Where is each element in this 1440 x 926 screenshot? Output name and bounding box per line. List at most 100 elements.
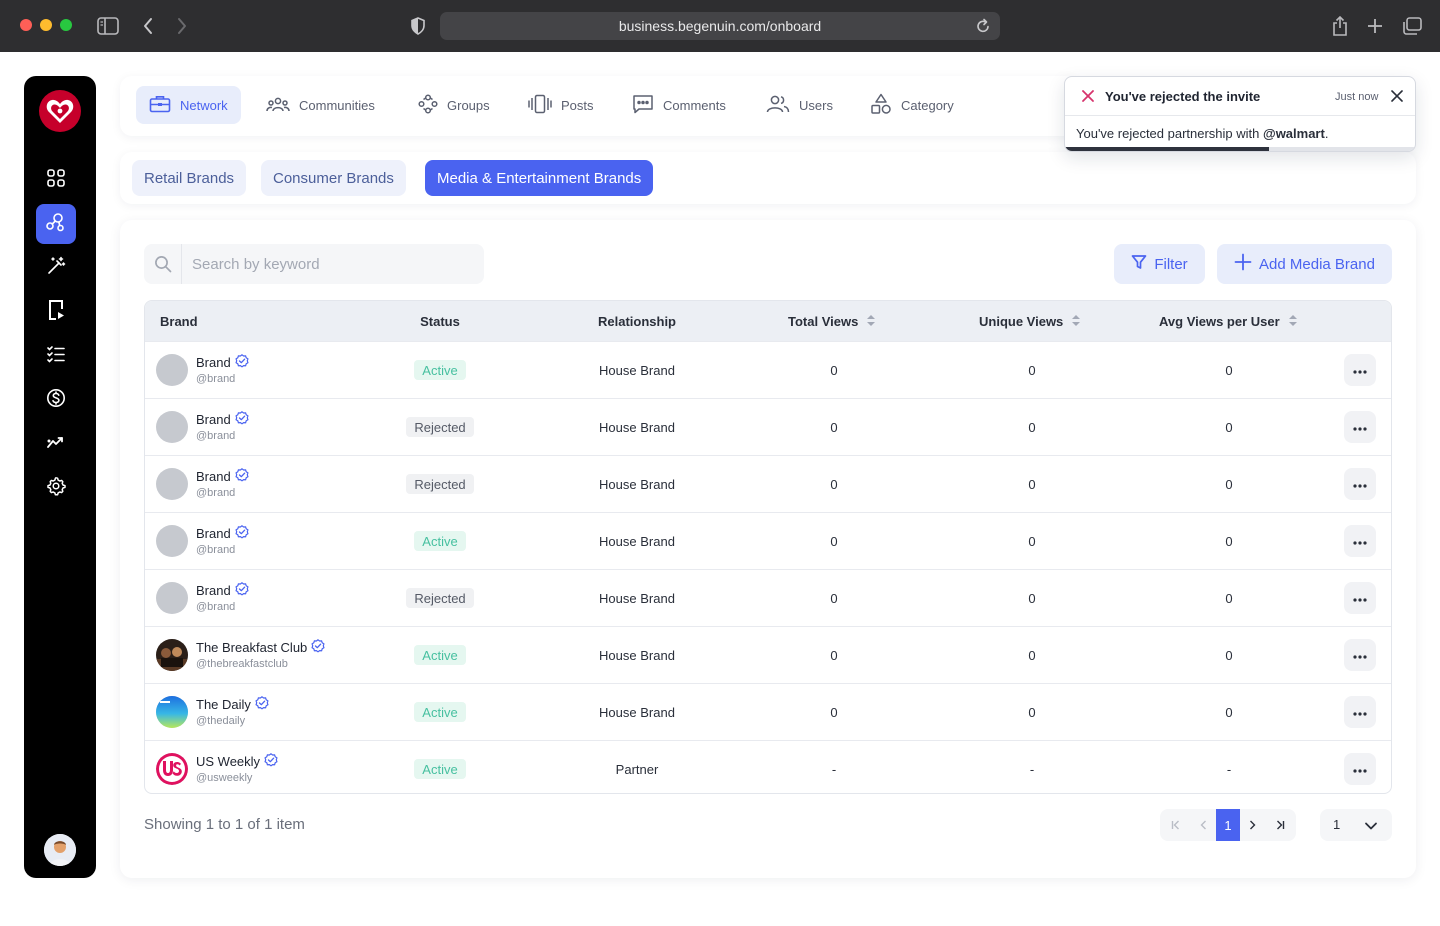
sidebar-item-monetization[interactable] [36, 380, 76, 420]
tab-communities-label: Communities [299, 97, 375, 113]
total-views-cell: 0 [830, 476, 838, 492]
avg-views-cell: 0 [1225, 419, 1233, 435]
more-horizontal-icon [1353, 532, 1367, 550]
brand-name[interactable]: Brand [196, 411, 249, 428]
user-avatar[interactable] [44, 834, 76, 866]
unique-views-cell: 0 [1028, 704, 1036, 720]
sidebar-item-analytics[interactable] [36, 424, 76, 464]
sidebar-item-content[interactable] [36, 292, 76, 332]
brand-name[interactable]: US Weekly [196, 753, 278, 770]
row-actions-button[interactable] [1344, 354, 1376, 386]
sidebar-item-settings[interactable] [36, 468, 76, 508]
status-cell: Rejected [380, 456, 500, 512]
brand-avatar [156, 468, 188, 500]
brand-name[interactable]: Brand [196, 525, 249, 542]
forward-icon[interactable] [172, 14, 192, 38]
table-row[interactable]: Brand @brand Active House Brand 0 0 0 [145, 341, 1391, 398]
next-page-icon[interactable] [1240, 809, 1264, 841]
table-row[interactable]: Brand @brand Rejected House Brand 0 0 0 [145, 455, 1391, 512]
row-actions-button[interactable] [1344, 753, 1376, 785]
table-row[interactable]: Brand @brand Active House Brand 0 0 0 [145, 512, 1391, 569]
brand-handle: @brand [196, 544, 236, 556]
tab-network[interactable]: Network [136, 86, 241, 124]
first-page-icon[interactable] [1164, 809, 1188, 841]
sort-icon[interactable] [1072, 315, 1081, 327]
window-close-button[interactable] [20, 19, 32, 31]
tab-groups[interactable]: Groups [405, 86, 503, 124]
table-row[interactable]: The Breakfast Club @thebreakfastclub Activ… [145, 626, 1391, 683]
brand-handle: @brand [196, 373, 236, 385]
filter-label: Filter [1154, 255, 1188, 273]
tab-posts[interactable]: Posts [515, 86, 607, 124]
total-views-cell: 0 [830, 647, 838, 663]
verified-badge-icon [235, 582, 249, 599]
tab-overview-icon[interactable] [1401, 14, 1423, 38]
table-row[interactable]: US Weekly @usweekly Active Partner - - - [145, 740, 1391, 793]
brand-handle: @thebreakfastclub [196, 658, 288, 670]
sidebar-item-magic[interactable] [36, 248, 76, 288]
page-select[interactable]: 1 [1320, 809, 1392, 841]
column-header-unique-views[interactable]: Unique Views [979, 301, 1081, 341]
window-zoom-button[interactable] [60, 19, 72, 31]
row-actions-button[interactable] [1344, 411, 1376, 443]
brand-name[interactable]: Brand [196, 354, 249, 371]
grid-icon [46, 168, 66, 193]
status-badge: Rejected [406, 474, 474, 494]
table-row[interactable]: Brand @brand Rejected House Brand 0 0 0 [145, 569, 1391, 626]
reload-icon[interactable] [976, 18, 990, 37]
chip-retail-brands[interactable]: Retail Brands [132, 160, 247, 196]
tab-category[interactable]: Category [857, 86, 967, 124]
brand-name[interactable]: Brand [196, 582, 249, 599]
brand-name[interactable]: The Daily [196, 696, 269, 713]
chip-media-entertainment-brands[interactable]: Media & Entertainment Brands [425, 160, 654, 196]
row-actions-button[interactable] [1344, 696, 1376, 728]
add-media-brand-button[interactable]: Add Media Brand [1217, 244, 1392, 284]
tab-communities[interactable]: Communities [253, 86, 388, 124]
app-sidebar [24, 76, 96, 878]
sort-icon[interactable] [867, 315, 876, 327]
column-header-total-views[interactable]: Total Views [788, 301, 876, 341]
privacy-shield-icon[interactable] [408, 14, 428, 38]
sidebar-item-tasks[interactable] [36, 336, 76, 376]
row-actions-button[interactable] [1344, 525, 1376, 557]
tab-comments-label: Comments [663, 97, 726, 113]
back-icon[interactable] [138, 14, 158, 38]
previous-page-icon[interactable] [1192, 809, 1216, 841]
column-header-avg-views[interactable]: Avg Views per User [1159, 301, 1297, 341]
pagination: 1 [1160, 809, 1296, 841]
brand-category-filter: Retail Brands Consumer Brands Media & En… [120, 152, 1416, 204]
relationship-cell: House Brand [599, 476, 675, 492]
row-actions-button[interactable] [1344, 639, 1376, 671]
sidebar-item-dashboard[interactable] [36, 160, 76, 200]
sort-icon[interactable] [1288, 315, 1297, 327]
relationship-cell: Partner [615, 761, 659, 777]
brand-handle: @usweekly [196, 772, 253, 784]
filter-button[interactable]: Filter [1114, 244, 1205, 284]
table-row[interactable]: Brand @brand Rejected House Brand 0 0 0 [145, 398, 1391, 455]
table-row[interactable]: The Daily @thedaily Active House Brand 0 0 0 [145, 683, 1391, 740]
row-actions-button[interactable] [1344, 582, 1376, 614]
search-input[interactable] [184, 244, 480, 284]
page-button-current[interactable]: 1 [1216, 809, 1240, 841]
tab-comments[interactable]: Comments [619, 86, 739, 124]
sidebar-toggle-icon[interactable] [96, 14, 120, 38]
brand-name[interactable]: The Breakfast Club [196, 639, 325, 656]
address-bar[interactable]: business.begenuin.com/onboard [440, 12, 1000, 40]
share-icon[interactable] [1330, 14, 1350, 38]
relationship-cell: House Brand [599, 419, 675, 435]
browser-toolbar: business.begenuin.com/onboard [0, 0, 1440, 52]
new-tab-icon[interactable] [1365, 14, 1385, 38]
sidebar-item-network[interactable] [36, 204, 76, 244]
window-minimize-button[interactable] [40, 19, 52, 31]
plus-icon [1234, 253, 1252, 275]
row-actions-button[interactable] [1344, 468, 1376, 500]
toast-progress-fill [1065, 147, 1270, 151]
chip-consumer-brands[interactable]: Consumer Brands [261, 160, 406, 196]
relationship-cell: House Brand [599, 647, 675, 663]
close-icon[interactable] [1389, 88, 1405, 109]
last-page-icon[interactable] [1268, 809, 1292, 841]
brand-logo[interactable] [39, 90, 81, 132]
more-horizontal-icon [1353, 646, 1367, 664]
tab-users[interactable]: Users [753, 86, 846, 124]
brand-name[interactable]: Brand [196, 468, 249, 485]
